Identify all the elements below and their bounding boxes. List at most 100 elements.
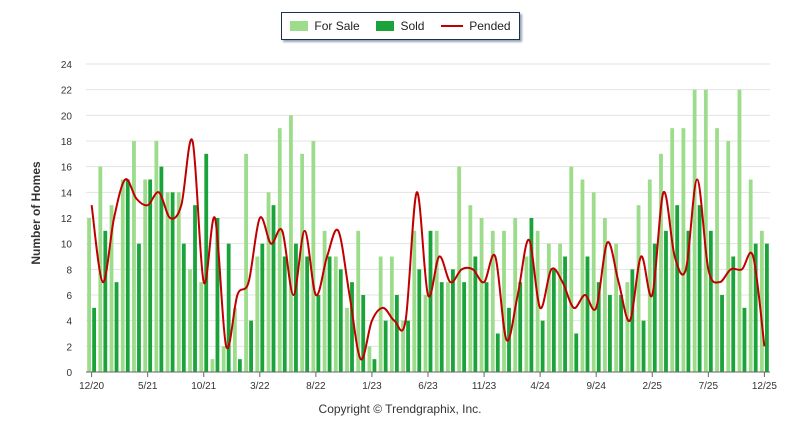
bar-sold[interactable] [596, 282, 601, 372]
bar-sold[interactable] [473, 256, 478, 373]
bar-sold[interactable] [563, 256, 567, 373]
bar-for-sale[interactable] [715, 128, 719, 372]
bar-sold[interactable] [193, 205, 197, 372]
bar-for-sale[interactable] [625, 282, 630, 372]
bar-sold[interactable] [451, 269, 455, 372]
bar-sold[interactable] [574, 333, 579, 373]
bar-for-sale[interactable] [468, 205, 473, 372]
bar-for-sale[interactable] [289, 115, 293, 372]
bar-sold[interactable] [305, 256, 310, 373]
bar-sold[interactable] [170, 192, 175, 372]
bar-sold[interactable] [361, 295, 366, 372]
bar-sold[interactable] [518, 282, 523, 372]
bar-for-sale[interactable] [546, 243, 551, 372]
bar-sold[interactable] [260, 243, 265, 372]
bar-for-sale[interactable] [737, 89, 742, 373]
bar-sold[interactable] [652, 243, 657, 372]
bar-sold[interactable] [742, 307, 747, 372]
bar-sold[interactable] [294, 243, 298, 372]
bar-for-sale[interactable] [681, 128, 686, 372]
bar-for-sale[interactable] [423, 295, 428, 372]
bar-sold[interactable] [708, 230, 713, 372]
bar-sold[interactable] [282, 256, 287, 373]
bar-for-sale[interactable] [457, 166, 462, 372]
bar-for-sale[interactable] [199, 282, 204, 372]
bar-for-sale[interactable] [322, 230, 327, 372]
bar-sold[interactable] [125, 179, 130, 373]
bar-sold[interactable] [394, 295, 399, 372]
bar-sold[interactable] [495, 333, 500, 373]
bar-for-sale[interactable] [300, 153, 305, 372]
bar-sold[interactable] [630, 269, 635, 372]
bar-sold[interactable] [372, 359, 377, 372]
legend-item-for-sale[interactable]: For Sale [290, 19, 360, 33]
bar-for-sale[interactable] [356, 230, 361, 372]
bar-for-sale[interactable] [154, 141, 159, 372]
bar-for-sale[interactable] [143, 179, 148, 373]
bar-sold[interactable] [675, 205, 680, 372]
bar-for-sale[interactable] [221, 346, 226, 372]
bar-sold[interactable] [529, 218, 534, 372]
bar-sold[interactable] [226, 243, 231, 372]
bar-for-sale[interactable] [176, 192, 181, 372]
bar-sold[interactable] [350, 282, 354, 372]
bar-for-sale[interactable] [120, 179, 125, 373]
pended-line[interactable] [90, 138, 766, 361]
bar-for-sale[interactable] [210, 359, 215, 372]
bar-sold[interactable] [731, 256, 736, 373]
bar-sold[interactable] [764, 243, 769, 372]
bar-sold[interactable] [114, 282, 119, 372]
bar-sold[interactable] [271, 205, 276, 372]
bar-sold[interactable] [406, 320, 410, 372]
bar-for-sale[interactable] [109, 205, 114, 372]
bar-for-sale[interactable] [345, 307, 349, 372]
bar-sold[interactable] [439, 282, 444, 372]
legend-item-sold[interactable]: Sold [376, 19, 424, 33]
bar-sold[interactable] [237, 359, 242, 372]
bar-for-sale[interactable] [659, 153, 663, 372]
bar-sold[interactable] [686, 230, 691, 372]
bar-for-sale[interactable] [479, 218, 484, 372]
bar-for-sale[interactable] [726, 141, 731, 372]
bar-for-sale[interactable] [434, 230, 439, 372]
bar-for-sale[interactable] [87, 218, 92, 372]
bar-sold[interactable] [484, 282, 489, 372]
bar-for-sale[interactable] [580, 179, 585, 373]
bar-sold[interactable] [462, 282, 467, 372]
bar-for-sale[interactable] [759, 230, 764, 372]
bar-sold[interactable] [159, 166, 164, 372]
bar-for-sale[interactable] [703, 89, 708, 373]
bar-sold[interactable] [327, 256, 332, 373]
bar-for-sale[interactable] [614, 243, 619, 372]
bar-sold[interactable] [181, 243, 186, 372]
bar-for-sale[interactable] [132, 141, 136, 372]
bar-sold[interactable] [148, 179, 153, 373]
bar-for-sale[interactable] [603, 218, 607, 372]
bar-sold[interactable] [551, 269, 556, 372]
bar-for-sale[interactable] [636, 205, 641, 372]
bar-for-sale[interactable] [591, 192, 596, 372]
bar-sold[interactable] [204, 153, 209, 372]
bar-sold[interactable] [103, 230, 108, 372]
bar-sold[interactable] [383, 320, 388, 372]
bar-for-sale[interactable] [412, 230, 417, 372]
bar-for-sale[interactable] [255, 256, 260, 373]
bar-for-sale[interactable] [446, 282, 450, 372]
bar-sold[interactable] [753, 243, 758, 372]
bar-sold[interactable] [720, 295, 724, 372]
bar-sold[interactable] [540, 320, 545, 372]
bar-sold[interactable] [249, 320, 253, 372]
bar-sold[interactable] [641, 320, 646, 372]
bar-for-sale[interactable] [389, 256, 394, 373]
bar-for-sale[interactable] [311, 141, 316, 372]
bar-for-sale[interactable] [188, 269, 192, 372]
bar-for-sale[interactable] [647, 179, 652, 373]
bar-sold[interactable] [137, 243, 141, 372]
bar-for-sale[interactable] [266, 192, 271, 372]
bar-sold[interactable] [664, 230, 668, 372]
bar-sold[interactable] [338, 269, 343, 372]
bar-for-sale[interactable] [232, 307, 237, 372]
bar-for-sale[interactable] [378, 256, 383, 373]
bar-for-sale[interactable] [502, 230, 506, 372]
bar-sold[interactable] [619, 295, 624, 372]
